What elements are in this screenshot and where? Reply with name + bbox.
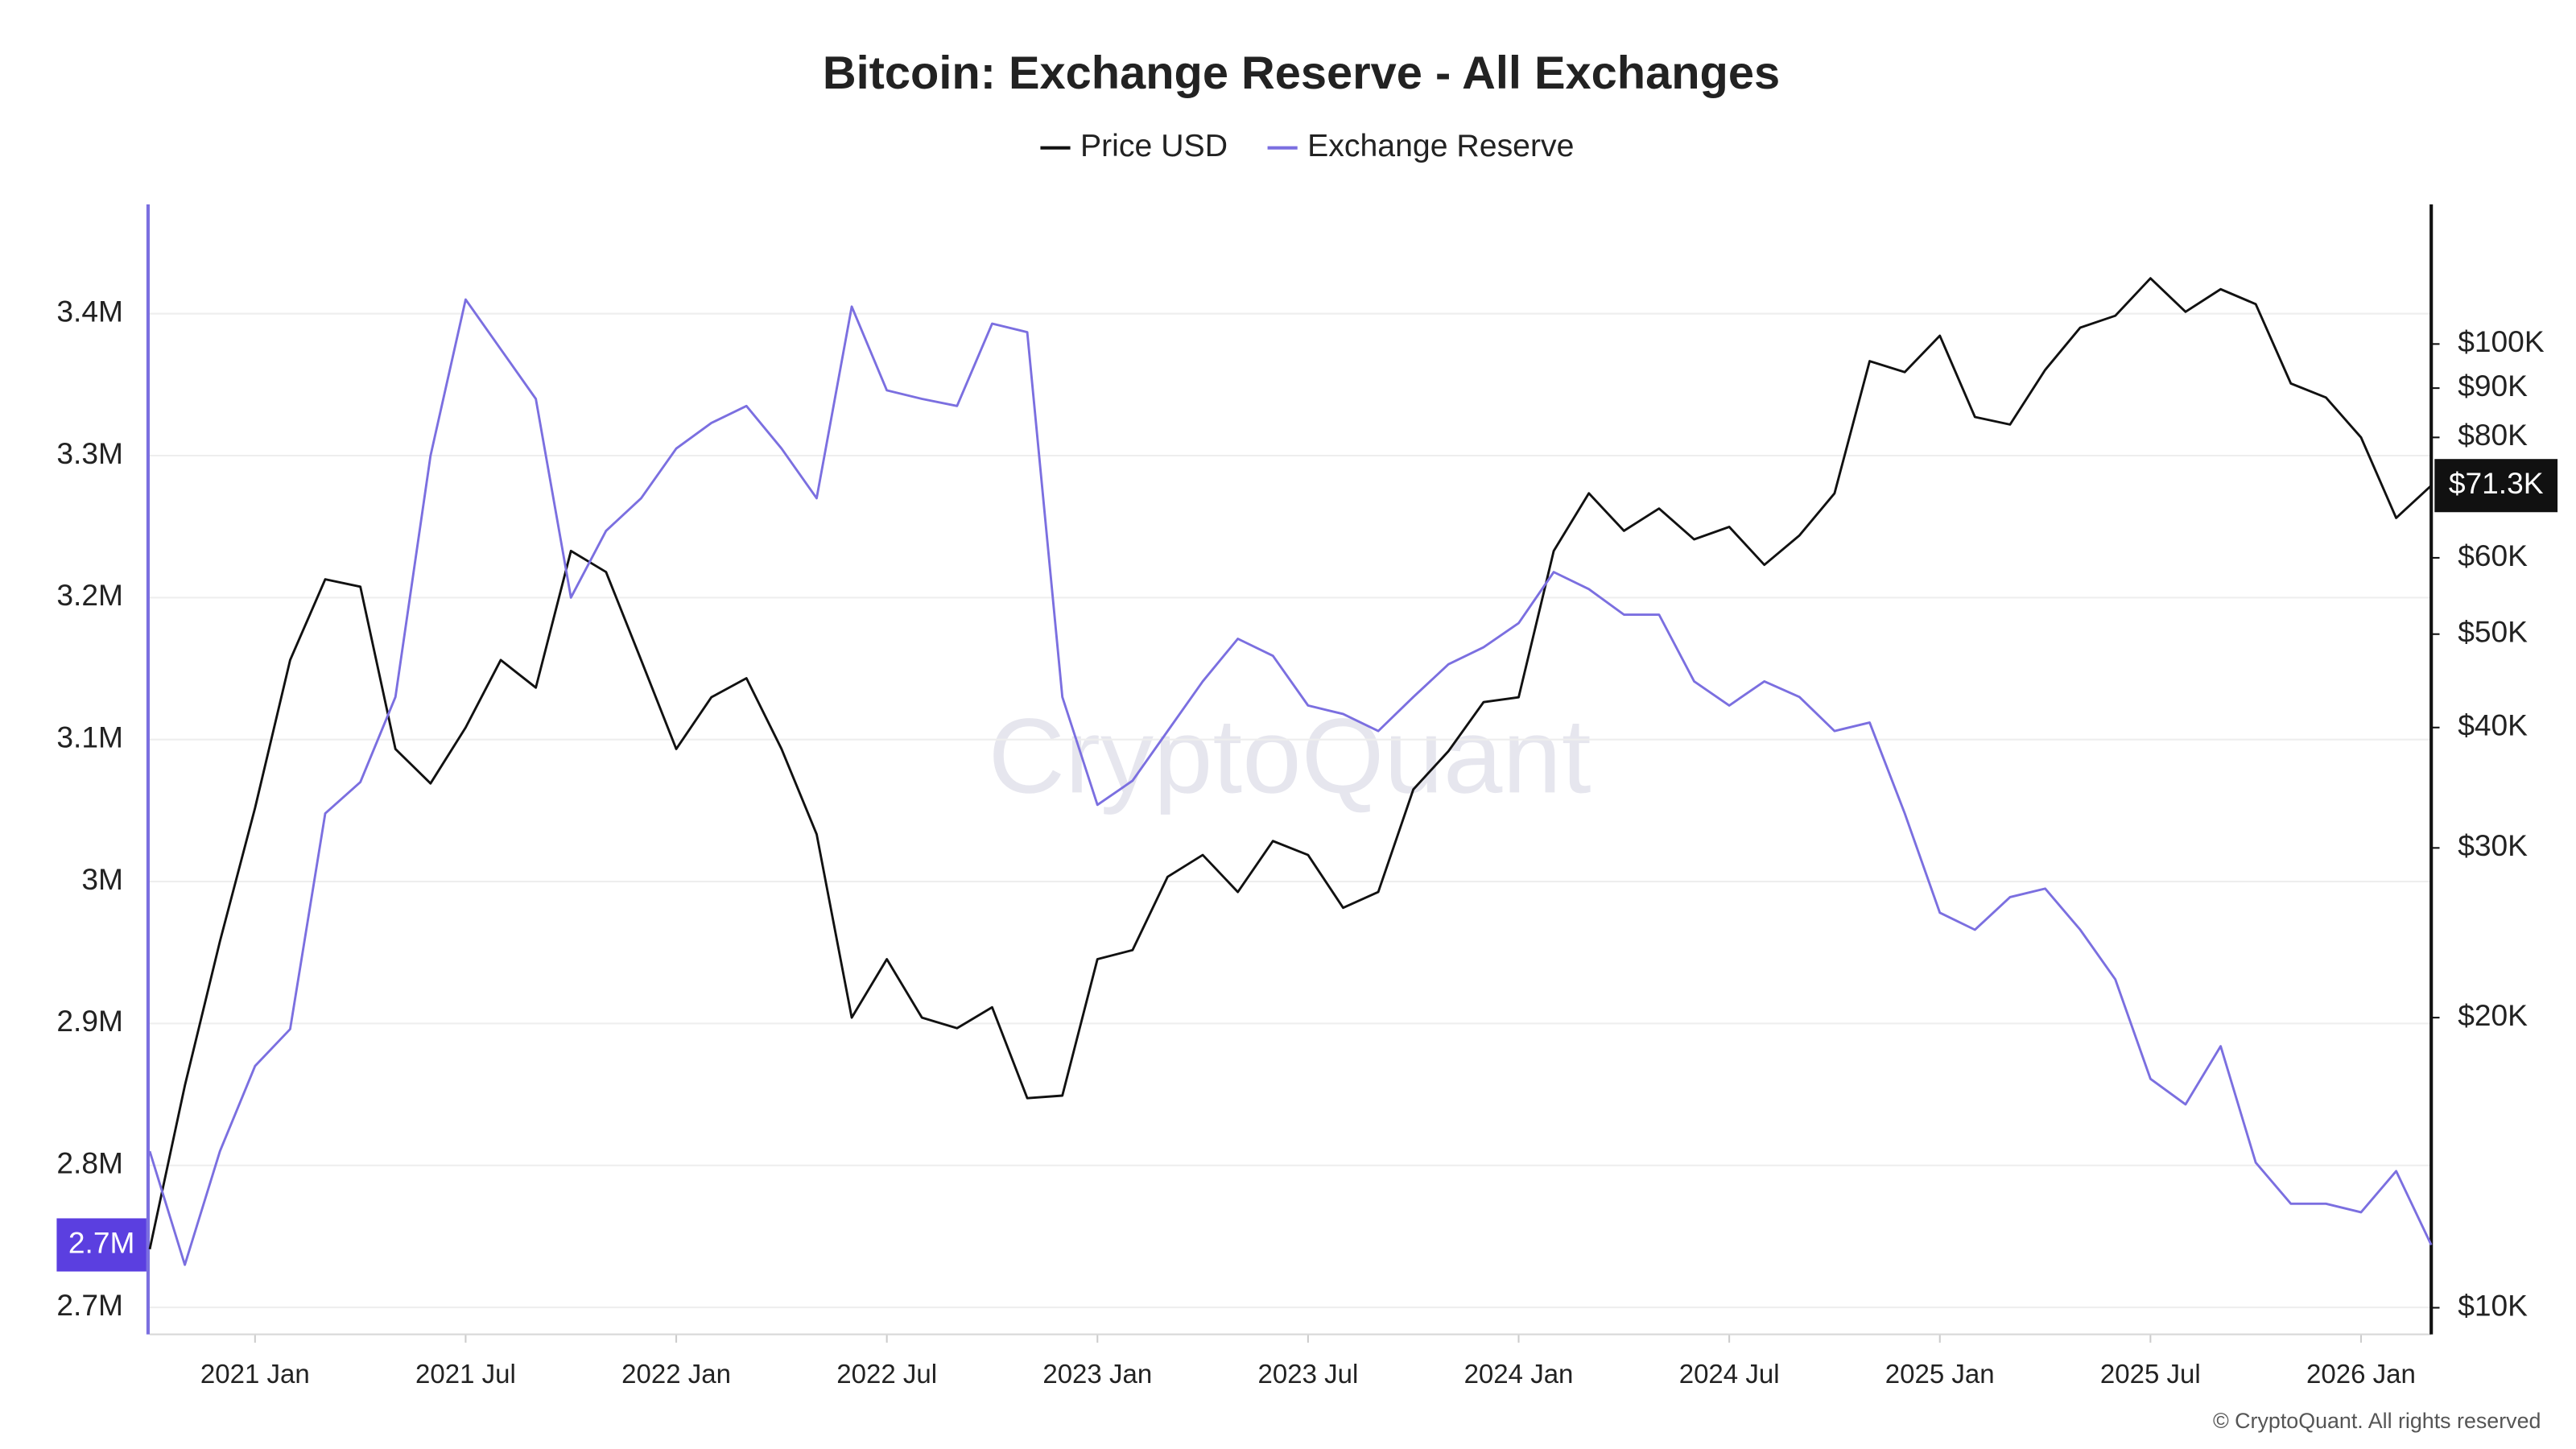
value-label: 2.7M [68, 1225, 135, 1259]
x-tick-label: 2022 Jul [836, 1359, 937, 1389]
value-label: $71.3K [2449, 466, 2544, 500]
series-line [148, 298, 2433, 1266]
y-tick-label: 3.3M [56, 436, 123, 470]
x-tick-label: 2021 Jan [200, 1359, 310, 1389]
x-tick-label: 2024 Jul [1679, 1359, 1780, 1389]
y-tick-label: 3M [81, 862, 123, 896]
value-badge [2434, 459, 2558, 513]
legend-label: Exchange Reserve [1307, 128, 1574, 163]
x-tick-label: 2025 Jul [2100, 1359, 2201, 1389]
x-tick-label: 2021 Jul [415, 1359, 516, 1389]
x-tick-label: 2026 Jan [2306, 1359, 2416, 1389]
legend-label: Price USD [1080, 128, 1228, 163]
x-tick-label: 2024 Jan [1464, 1359, 1574, 1389]
y-tick-label: 3.4M [56, 294, 123, 328]
chart-title: Bitcoin: Exchange Reserve - All Exchange… [823, 47, 1780, 99]
value-badge [56, 1218, 147, 1272]
y2-tick-label: $10K [2458, 1288, 2528, 1322]
y-tick-label: 3.1M [56, 720, 123, 754]
y-tick-label: 2.9M [56, 1004, 123, 1038]
y2-tick-label: $40K [2458, 708, 2528, 742]
series-line [148, 277, 2433, 1250]
y2-tick-label: $30K [2458, 828, 2528, 862]
y2-tick-label: $80K [2458, 418, 2528, 452]
y2-tick-label: $20K [2458, 998, 2528, 1032]
y2-tick-label: $100K [2458, 324, 2545, 358]
x-tick-label: 2023 Jul [1257, 1359, 1358, 1389]
footer: © CryptoQuant. All rights reserved [2213, 1409, 2541, 1433]
x-tick-label: 2023 Jan [1042, 1359, 1152, 1389]
y2-tick-label: $90K [2458, 369, 2528, 402]
x-tick-label: 2022 Jan [621, 1359, 731, 1389]
watermark: CryptoQuant [989, 696, 1591, 815]
y-tick-label: 2.8M [56, 1146, 123, 1180]
y-tick-label: 3.2M [56, 578, 123, 612]
y-tick-label: 2.7M [56, 1288, 123, 1322]
y2-tick-label: $50K [2458, 615, 2528, 649]
y2-tick-label: $60K [2458, 539, 2528, 572]
x-tick-label: 2025 Jan [1885, 1359, 1995, 1389]
